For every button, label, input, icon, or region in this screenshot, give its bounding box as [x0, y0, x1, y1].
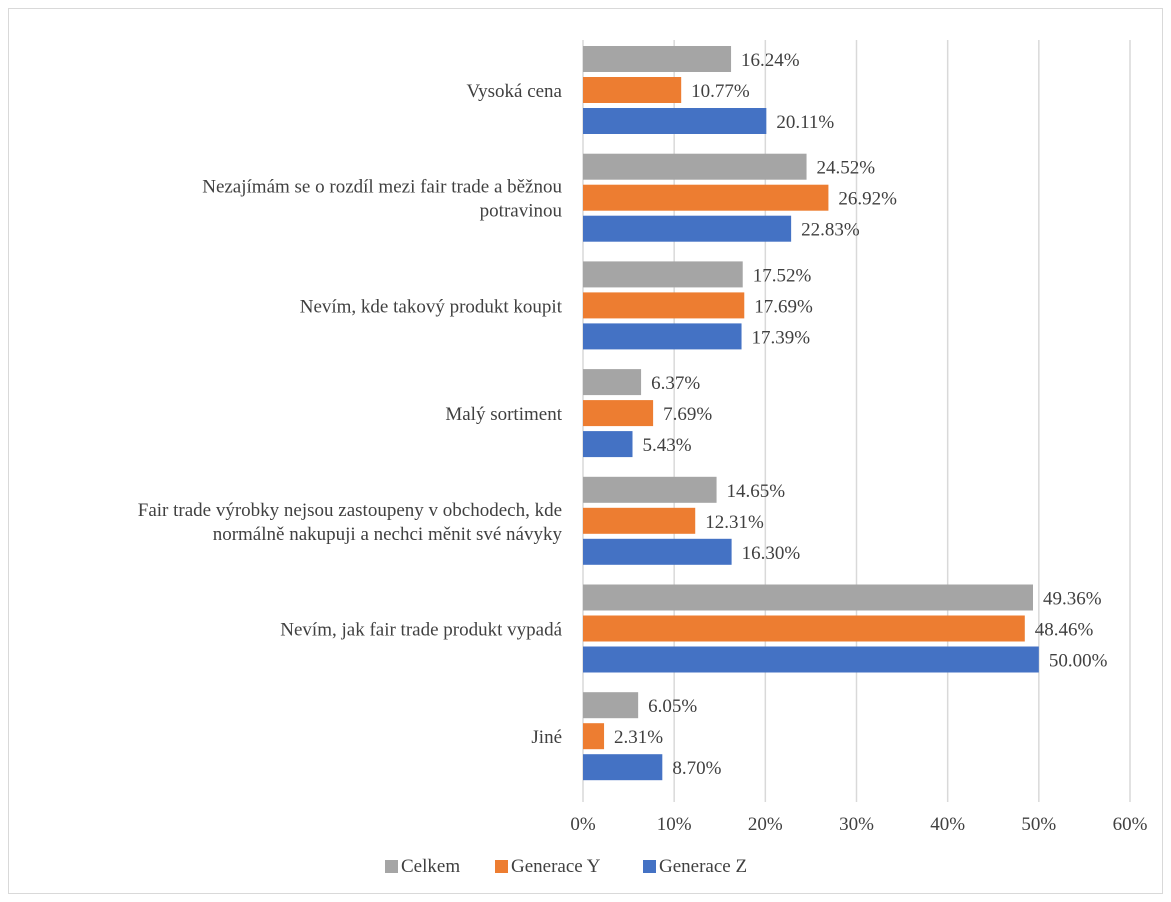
legend: Celkem Generace Y Generace Z — [385, 856, 747, 877]
category-label: Jiné — [531, 727, 562, 748]
x-tick-label: 50% — [1021, 814, 1056, 835]
bar-generace-y — [583, 615, 1025, 642]
bar-generace-y — [583, 292, 745, 319]
bar-generace-z — [583, 538, 732, 565]
legend-swatch — [643, 860, 656, 873]
legend-entry: Celkem — [401, 856, 460, 877]
category-label: Nevím, kde takový produkt koupit — [300, 296, 563, 317]
bar-celkem — [583, 692, 639, 719]
data-label: 17.69% — [754, 296, 813, 317]
data-label: 5.43% — [643, 435, 692, 456]
data-label: 14.65% — [727, 481, 786, 502]
data-label: 10.77% — [691, 81, 750, 102]
x-tick-label: 0% — [570, 814, 596, 835]
legend-entry: Generace Y — [511, 856, 601, 877]
data-label: 17.52% — [753, 265, 812, 286]
category-labels: Vysoká cena Nezajímám se o rozdíl mezi fa… — [138, 81, 563, 748]
data-label: 17.39% — [752, 327, 811, 348]
bar-generace-z — [583, 754, 663, 781]
x-axis-tick-labels: 0% 10% 20% 30% 40% 50% 60% — [570, 814, 1147, 835]
data-label: 48.46% — [1035, 620, 1094, 641]
data-label: 22.83% — [801, 220, 860, 241]
x-tick-label: 40% — [930, 814, 965, 835]
x-tick-label: 30% — [839, 814, 874, 835]
category-label: Fair trade výrobky nejsou zastoupeny v o… — [138, 500, 562, 521]
category-label: Nezajímám se o rozdíl mezi fair trade a … — [202, 177, 562, 198]
bar-celkem — [583, 153, 807, 180]
bar-generace-y — [583, 77, 682, 103]
bar-celkem — [583, 261, 743, 288]
data-label: 24.52% — [817, 158, 876, 179]
category-label: Nevím, jak fair trade produkt vypadá — [280, 620, 562, 641]
bar-generace-y — [583, 400, 654, 427]
bar-generace-z — [583, 323, 742, 350]
bar-generace-y — [583, 723, 605, 750]
data-label: 2.31% — [614, 727, 663, 748]
legend-swatch — [495, 860, 508, 873]
data-label: 8.70% — [672, 758, 721, 779]
value-labels: 16.24% 10.77% 20.11% 24.52% 26.92% 22.83% 17.5… — [614, 50, 1108, 779]
data-label: 7.69% — [663, 404, 712, 425]
bar-celkem — [583, 584, 1033, 611]
bar-generace-z — [583, 646, 1039, 673]
bar-celkem — [583, 369, 642, 396]
bar-generace-y — [583, 507, 696, 534]
x-tick-label: 10% — [657, 814, 692, 835]
bar-generace-y — [583, 184, 829, 211]
data-label: 12.31% — [705, 512, 764, 533]
data-label: 49.36% — [1043, 589, 1102, 610]
data-label: 50.00% — [1049, 651, 1108, 672]
x-tick-label: 60% — [1113, 814, 1148, 835]
data-label: 26.92% — [838, 189, 897, 210]
bar-celkem — [583, 46, 732, 72]
legend-entry: Generace Z — [659, 856, 747, 877]
bar-celkem — [583, 476, 717, 503]
data-label: 16.24% — [741, 50, 800, 71]
bar-generace-z — [583, 215, 792, 242]
data-label: 6.05% — [648, 696, 697, 717]
legend-swatch — [385, 860, 398, 873]
bar-generace-z — [583, 108, 767, 134]
category-label: Malý sortiment — [445, 404, 562, 425]
category-label: normálně nakupuji a nechci měnit své náv… — [213, 524, 563, 545]
x-tick-label: 20% — [748, 814, 783, 835]
data-label: 20.11% — [776, 112, 834, 133]
bar-generace-z — [583, 431, 633, 458]
category-label: potravinou — [480, 201, 563, 222]
category-label: Vysoká cena — [467, 81, 563, 102]
data-label: 6.37% — [651, 373, 700, 394]
bars — [583, 46, 1039, 781]
data-label: 16.30% — [742, 543, 801, 564]
